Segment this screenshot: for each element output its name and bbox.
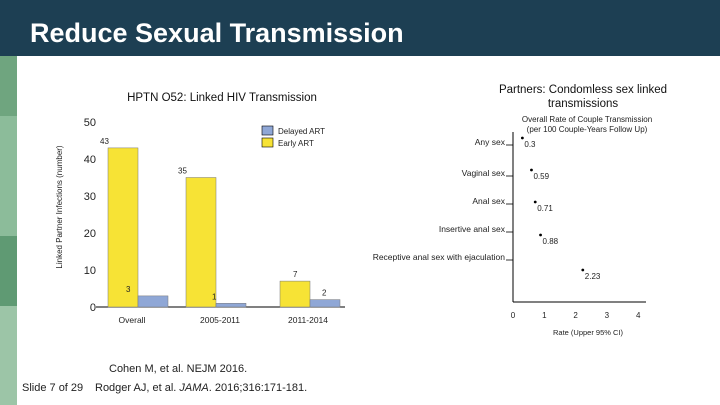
bar-value-label: 3 bbox=[126, 285, 131, 294]
citation-2-suffix: . 2016;316:171-181. bbox=[208, 382, 308, 394]
category-labels: Overall 2005-2011 2011-2014 bbox=[119, 315, 329, 325]
bar-delayed-art bbox=[137, 295, 169, 308]
rate-chart-title-line-2: transmissions bbox=[548, 98, 619, 110]
rate-point bbox=[533, 200, 537, 204]
legend-label-early-art: Early ART bbox=[278, 139, 314, 148]
category-label: Overall bbox=[119, 315, 146, 325]
rate-category-label: Vaginal sex bbox=[462, 168, 506, 178]
citation-2-prefix: Rodger AJ, et al. bbox=[95, 382, 180, 394]
hptn-bar-chart: HPTN O52: Linked HIV Transmission Linked… bbox=[55, 92, 345, 325]
y-tick-label: 10 bbox=[84, 265, 96, 277]
y-tick-label: 50 bbox=[84, 117, 96, 129]
legend-label-delayed-art: Delayed ART bbox=[278, 127, 325, 136]
legend-swatch-delayed-art bbox=[261, 125, 274, 136]
slide-number: Slide 7 of 29 bbox=[22, 382, 84, 394]
bar-delayed-art bbox=[309, 299, 341, 308]
y-axis-label: Linked Partner Infections (number) bbox=[55, 145, 64, 269]
rate-x-tick-label: 3 bbox=[605, 311, 610, 320]
category-label: 2011-2014 bbox=[288, 315, 328, 325]
citation-1: Cohen M, et al. NEJM 2016. bbox=[109, 363, 248, 375]
bar-value-label: 35 bbox=[178, 167, 187, 176]
rate-category-label: Receptive anal sex with ejaculation bbox=[373, 252, 506, 262]
rate-category-label: Insertive anal sex bbox=[439, 224, 506, 234]
y-tick-label: 0 bbox=[90, 302, 96, 314]
bar-early-art bbox=[107, 147, 139, 308]
bar-value-label: 43 bbox=[100, 137, 109, 146]
bar-early-art bbox=[185, 177, 217, 308]
rate-point bbox=[520, 136, 524, 140]
category-label: 2005-2011 bbox=[200, 315, 240, 325]
stripe-segment bbox=[0, 56, 17, 116]
rate-point bbox=[539, 233, 542, 237]
rate-x-axis-label: Rate (Upper 95% CI) bbox=[553, 328, 624, 337]
rate-x-tick-label: 0 bbox=[511, 311, 516, 320]
bar-delayed-art bbox=[215, 303, 247, 308]
rate-category-label: Anal sex bbox=[472, 196, 505, 206]
rate-x-tick-label: 1 bbox=[542, 311, 547, 320]
rate-chart-title-line-1: Partners: Condomless sex linked bbox=[499, 84, 667, 96]
y-tick-label: 40 bbox=[84, 154, 96, 166]
page-title: Reduce Sexual Transmission bbox=[30, 18, 404, 48]
citation-2-journal: JAMA bbox=[179, 382, 209, 394]
bar-value-label: 7 bbox=[293, 270, 298, 279]
stripe-segment bbox=[0, 306, 17, 405]
rate-x-tick-label: 4 bbox=[636, 311, 641, 320]
rate-point bbox=[581, 268, 585, 272]
rate-chart-subtitle-1: Overall Rate of Couple Transmission bbox=[522, 115, 652, 124]
rate-value-label: 0.3 bbox=[524, 140, 536, 149]
citation-2: Rodger AJ, et al. JAMA. 2016;316:171-181… bbox=[95, 382, 307, 394]
rate-category-label: Any sex bbox=[475, 137, 506, 147]
rate-value-label: 0.59 bbox=[533, 172, 549, 181]
left-decorative-stripe bbox=[0, 56, 17, 405]
rate-value-label: 0.88 bbox=[543, 237, 559, 246]
bar-early-art bbox=[279, 280, 311, 308]
bar-value-label: 1 bbox=[212, 292, 217, 301]
stripe-segment bbox=[0, 116, 17, 236]
title-bar bbox=[0, 0, 720, 56]
legend-swatch-early-art bbox=[261, 137, 274, 148]
bars: 43 3 35 1 7 2 bbox=[100, 137, 341, 308]
rate-point bbox=[530, 168, 533, 172]
stripe-segment bbox=[0, 236, 17, 306]
y-axis-ticks: 0 10 20 30 40 50 bbox=[84, 117, 96, 314]
y-tick-label: 20 bbox=[84, 228, 96, 240]
bar-value-label: 2 bbox=[322, 289, 327, 298]
rate-x-ticks: 0 1 2 3 4 bbox=[511, 311, 641, 320]
partners-rate-chart: Partners: Condomless sex linked transmis… bbox=[373, 84, 667, 337]
y-tick-label: 30 bbox=[84, 191, 96, 203]
rate-chart-subtitle-2: (per 100 Couple-Years Follow Up) bbox=[527, 125, 648, 134]
bar-chart-title: HPTN O52: Linked HIV Transmission bbox=[127, 92, 317, 104]
rate-value-label: 0.71 bbox=[537, 204, 553, 213]
rate-x-tick-label: 2 bbox=[573, 311, 578, 320]
rate-rows: Any sex 0.3 Vaginal sex 0.59 Anal sex 0.71 Ins… bbox=[373, 136, 601, 281]
rate-value-label: 2.23 bbox=[585, 272, 601, 281]
